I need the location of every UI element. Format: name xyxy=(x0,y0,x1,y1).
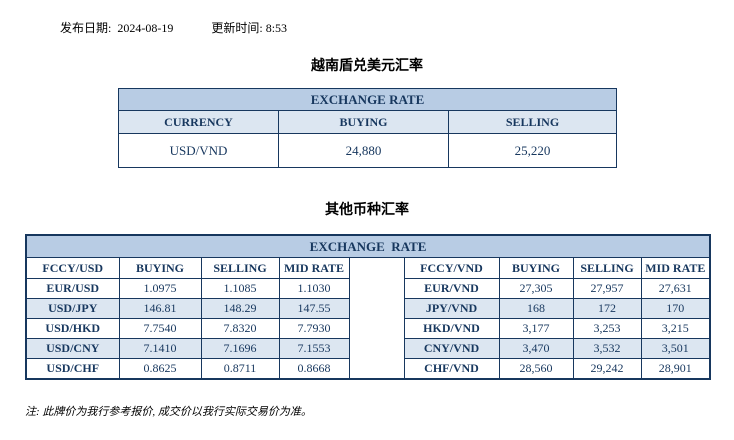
rate-cell: 7.1553 xyxy=(278,338,350,359)
table-title-row: EXCHANGE RATE xyxy=(25,234,711,258)
rate-cell: 172 xyxy=(572,298,642,319)
footnote: 注: 此牌价为我行参考报价, 成交价以我行实际交易价为准。 xyxy=(25,406,312,418)
rate-cell: 3,253 xyxy=(572,318,642,339)
header-cell-buying: BUYING xyxy=(278,110,449,134)
rate-cell: 1.1030 xyxy=(278,278,350,299)
currency-pair-cell: HKD/VND xyxy=(403,318,500,339)
currency-pair-cell: USD/CNY xyxy=(25,338,120,359)
header-cell-fccy-usd: FCCY/USD xyxy=(25,257,120,279)
rate-cell: 146.81 xyxy=(118,298,202,319)
rate-cell: 3,532 xyxy=(572,338,642,359)
currency-pair-cell: EUR/VND xyxy=(403,278,500,299)
section-title-vnd-usd: 越南盾兑美元汇率 xyxy=(311,59,423,74)
rate-cell: 28,901 xyxy=(640,358,711,380)
table-row: USD/CHF 0.8625 0.8711 0.8668 CHF/VND 28,… xyxy=(25,358,711,380)
currency-pair-cell: USD/HKD xyxy=(25,318,120,339)
rate-cell: 7.7540 xyxy=(118,318,202,339)
header-cell-mid-rate: MID RATE xyxy=(640,257,711,279)
rate-cell: 3,501 xyxy=(640,338,711,359)
rate-cell: 3,215 xyxy=(640,318,711,339)
header-cell-currency: CURRENCY xyxy=(118,110,279,134)
currency-pair-cell: USD/VND xyxy=(118,133,279,168)
header-cell-selling: SELLING xyxy=(572,257,642,279)
currency-pair-cell: JPY/VND xyxy=(403,298,500,319)
currency-pair-cell: EUR/USD xyxy=(25,278,120,299)
rate-cell: 3,470 xyxy=(498,338,574,359)
rate-cell: 168 xyxy=(498,298,574,319)
table-row: USD/VND 24,880 25,220 xyxy=(118,133,618,168)
rate-cell: 25,220 xyxy=(447,133,618,168)
publish-info: 发布日期: 2024-08-19 更新时间: 8:53 xyxy=(60,19,287,36)
publish-date-label: 发布日期: xyxy=(60,21,112,35)
table-title: EXCHANGE RATE xyxy=(117,88,618,111)
update-time-line: 更新时间: 8:53 xyxy=(211,19,287,36)
rate-cell: 27,631 xyxy=(640,278,711,299)
usd-vnd-rate-table: EXCHANGE RATE CURRENCY BUYING SELLING US… xyxy=(117,88,618,168)
currency-pair-cell: USD/CHF xyxy=(25,358,120,380)
rate-cell: 3,177 xyxy=(498,318,574,339)
publish-date-line: 发布日期: 2024-08-19 xyxy=(60,19,173,36)
header-cell-buying: BUYING xyxy=(498,257,574,279)
rate-cell: 0.8711 xyxy=(200,358,280,380)
rate-cell: 147.55 xyxy=(278,298,350,319)
rate-cell: 170 xyxy=(640,298,711,319)
rate-cell: 7.7930 xyxy=(278,318,350,339)
table-header-row: CURRENCY BUYING SELLING xyxy=(118,110,618,134)
rate-cell: 7.1696 xyxy=(200,338,280,359)
other-rates-table: EXCHANGE RATE FCCY/USD BUYING SELLING MI… xyxy=(25,234,712,380)
table-row: EUR/USD 1.0975 1.1085 1.1030 EUR/VND 27,… xyxy=(25,278,711,299)
rate-cell: 1.1085 xyxy=(200,278,280,299)
rate-cell: 0.8625 xyxy=(118,358,202,380)
rate-cell: 27,305 xyxy=(498,278,574,299)
currency-pair-cell: CHF/VND xyxy=(403,358,500,380)
rate-cell: 28,560 xyxy=(498,358,574,380)
rate-cell: 0.8668 xyxy=(278,358,350,380)
rate-cell: 27,957 xyxy=(572,278,642,299)
header-cell-mid-rate: MID RATE xyxy=(278,257,350,279)
header-cell-selling: SELLING xyxy=(200,257,280,279)
header-cell-selling: SELLING xyxy=(447,110,618,134)
table-row: USD/HKD 7.7540 7.8320 7.7930 HKD/VND 3,1… xyxy=(25,318,711,339)
header-cell-fccy-vnd: FCCY/VND xyxy=(403,257,500,279)
table-gap-column xyxy=(348,257,405,380)
rate-cell: 7.1410 xyxy=(118,338,202,359)
rate-cell: 148.29 xyxy=(200,298,280,319)
header-cell-buying: BUYING xyxy=(118,257,202,279)
rate-cell: 24,880 xyxy=(278,133,449,168)
update-time-value: 8:53 xyxy=(265,21,288,35)
table-header-row: FCCY/USD BUYING SELLING MID RATE FCCY/VN… xyxy=(25,257,711,380)
publish-date-value: 2024-08-19 xyxy=(117,21,174,35)
table-row: USD/CNY 7.1410 7.1696 7.1553 CNY/VND 3,4… xyxy=(25,338,711,359)
currency-pair-cell: CNY/VND xyxy=(403,338,500,359)
table-title: EXCHANGE RATE xyxy=(25,234,711,258)
currency-pair-cell: USD/JPY xyxy=(25,298,120,319)
rate-cell: 29,242 xyxy=(572,358,642,380)
update-time-label: 更新时间: xyxy=(211,21,263,35)
rate-cell: 7.8320 xyxy=(200,318,280,339)
rate-cell: 1.0975 xyxy=(118,278,202,299)
table-row: USD/JPY 146.81 148.29 147.55 JPY/VND 168… xyxy=(25,298,711,319)
table-title-row: EXCHANGE RATE xyxy=(117,88,618,111)
section-title-other: 其他币种汇率 xyxy=(325,203,409,218)
